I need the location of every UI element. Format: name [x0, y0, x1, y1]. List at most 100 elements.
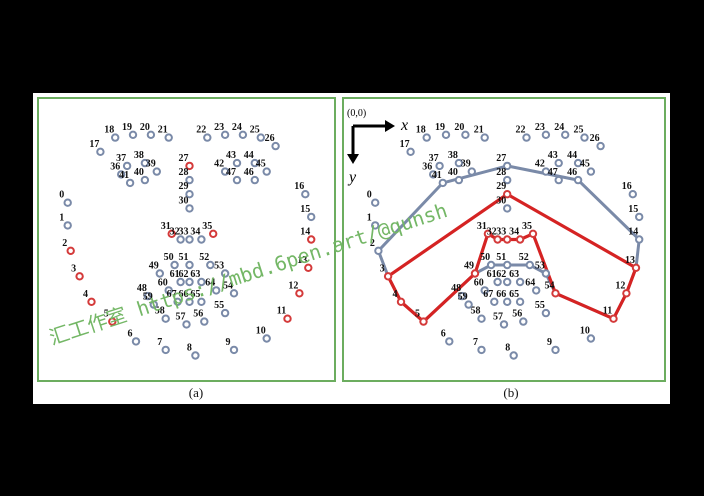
landmark-point-35	[528, 229, 538, 239]
landmark-label-57: 57	[493, 311, 503, 322]
landmark-label-44: 44	[244, 150, 254, 161]
landmark-label-22: 22	[196, 125, 206, 136]
landmark-point-39	[467, 167, 476, 176]
landmark-point-15	[635, 212, 644, 222]
landmark-label-4: 4	[393, 289, 398, 300]
landmark-point-6	[445, 337, 454, 346]
landmark-point-22	[522, 133, 531, 142]
landmark-label-2: 2	[62, 238, 67, 249]
landmark-label-21: 21	[158, 125, 168, 136]
landmark-label-56: 56	[512, 309, 522, 320]
landmark-point-57	[499, 320, 509, 329]
landmark-label-63: 63	[190, 269, 200, 280]
landmark-point-37	[122, 161, 132, 171]
landmark-label-58: 58	[155, 306, 165, 317]
landmark-point-25	[580, 133, 589, 142]
landmark-label-58: 58	[471, 306, 481, 317]
landmark-label-26: 26	[265, 133, 275, 144]
landmark-point-9	[551, 345, 560, 355]
landmark-point-41	[125, 178, 135, 188]
landmark-point-15	[307, 212, 316, 222]
landmark-point-41	[438, 178, 447, 188]
y-axis-label: y	[347, 169, 357, 186]
landmark-label-35: 35	[202, 221, 212, 232]
landmark-label-49: 49	[464, 261, 474, 272]
landmark-label-24: 24	[554, 122, 564, 133]
landmark-point-43	[232, 158, 242, 168]
landmark-label-43: 43	[548, 150, 558, 161]
landmark-label-2: 2	[370, 238, 375, 249]
landmark-point-34	[197, 235, 206, 244]
landmark-label-60: 60	[474, 277, 484, 288]
landmark-point-24	[238, 130, 248, 139]
landmark-label-17: 17	[400, 139, 410, 150]
landmark-label-12: 12	[615, 280, 625, 291]
landmark-label-25: 25	[574, 125, 584, 136]
landmark-point-54	[229, 289, 239, 298]
landmark-label-10: 10	[580, 326, 590, 337]
landmark-point-13	[304, 263, 313, 273]
landmark-label-67: 67	[483, 289, 493, 300]
landmark-label-15: 15	[300, 204, 310, 215]
landmark-point-50	[486, 260, 496, 270]
landmark-label-41: 41	[119, 170, 129, 181]
landmark-point-67	[490, 297, 499, 307]
landmark-label-30: 30	[179, 195, 189, 206]
landmark-point-26	[271, 141, 280, 151]
landmark-point-39	[152, 167, 162, 176]
landmark-point-62	[185, 277, 194, 287]
landmark-label-5: 5	[415, 309, 420, 320]
landmark-point-19	[441, 130, 451, 139]
landmark-point-16	[301, 190, 310, 199]
landmark-point-32	[493, 235, 502, 244]
landmark-label-60: 60	[158, 277, 168, 288]
landmark-point-4	[396, 297, 406, 307]
landmark-label-27: 27	[179, 153, 189, 164]
landmark-label-53: 53	[214, 261, 224, 272]
landmark-label-49: 49	[149, 261, 159, 272]
landmark-point-7	[477, 345, 486, 355]
landmark-label-55: 55	[535, 300, 545, 311]
landmark-label-1: 1	[367, 212, 372, 223]
landmark-point-3	[383, 272, 393, 281]
landmark-point-31	[483, 229, 493, 239]
landmark-label-6: 6	[441, 328, 446, 339]
landmark-point-62	[503, 277, 512, 287]
landmark-label-47: 47	[548, 167, 558, 178]
landmark-label-28: 28	[496, 167, 506, 178]
landmark-label-18: 18	[416, 125, 426, 136]
landmark-label-14: 14	[300, 227, 310, 238]
landmark-label-13: 13	[625, 255, 635, 266]
landmark-point-27	[185, 161, 194, 171]
landmark-point-33	[185, 235, 194, 244]
landmark-point-59	[464, 300, 473, 309]
landmark-point-30	[503, 204, 512, 213]
landmark-label-6: 6	[128, 328, 133, 339]
landmark-label-31: 31	[161, 221, 171, 232]
landmark-point-64	[532, 286, 541, 295]
landmark-label-37: 37	[116, 153, 126, 164]
landmark-label-33: 33	[179, 227, 189, 238]
landmark-label-65: 65	[509, 289, 519, 300]
axis-indicator: (0,0) x y	[347, 108, 408, 186]
landmark-point-22	[203, 133, 212, 142]
landmark-label-9: 9	[226, 337, 231, 348]
landmark-label-62: 62	[496, 269, 506, 280]
landmark-label-42: 42	[214, 159, 224, 170]
landmark-label-18: 18	[104, 125, 114, 136]
landmark-label-52: 52	[519, 252, 529, 263]
landmark-point-14	[635, 235, 644, 244]
landmark-point-60	[164, 286, 173, 295]
landmark-point-10	[262, 334, 271, 343]
landmark-label-16: 16	[622, 181, 632, 192]
landmark-point-20	[461, 130, 470, 139]
landmark-point-38	[140, 158, 150, 168]
landmark-point-1	[63, 221, 72, 230]
landmark-point-5	[108, 317, 117, 326]
landmark-label-61: 61	[487, 269, 497, 280]
landmark-label-19: 19	[435, 122, 445, 133]
landmark-label-35: 35	[522, 221, 532, 232]
landmark-point-18	[111, 133, 120, 142]
